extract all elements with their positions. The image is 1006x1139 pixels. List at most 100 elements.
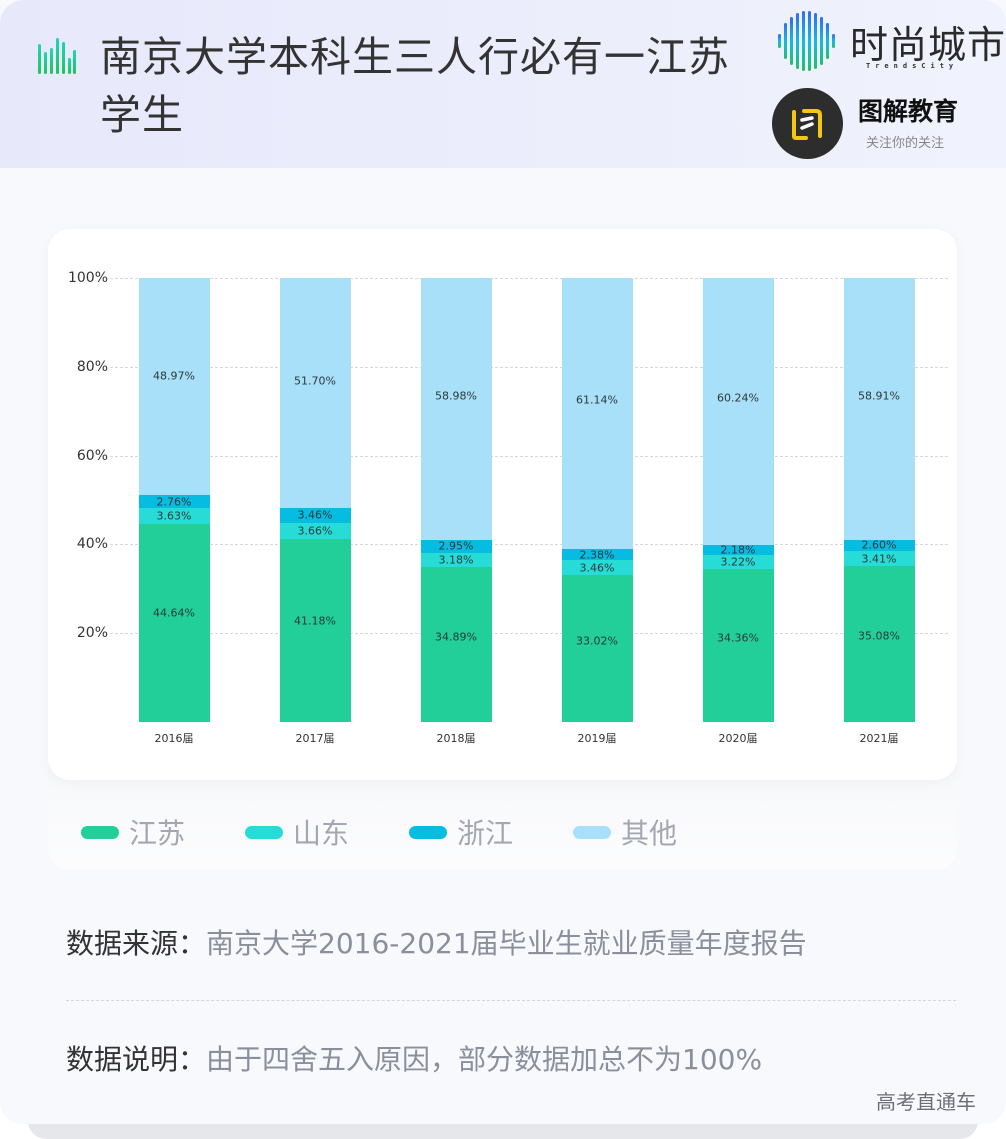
bar-segment-other [843, 278, 915, 540]
bar-value-label: 51.70% [294, 374, 336, 388]
page-title: 南京大学本科生三人行必有一江苏学生 [100, 33, 730, 139]
gridline [110, 366, 948, 368]
gridline [110, 633, 948, 635]
bar-segment-jiangsu [561, 575, 633, 722]
data-note-value: 由于四舍五入原因，部分数据加总不为100% [206, 1043, 763, 1076]
legend-swatch [245, 825, 284, 839]
bar-value-label: 61.14% [576, 393, 618, 407]
legend-swatch [409, 825, 448, 839]
bar-segment-shandong [561, 560, 633, 576]
trendscity-logo-icon [778, 11, 835, 71]
bar-segment-zhejiang [561, 549, 633, 561]
bar-value-label: 3.41% [861, 552, 897, 566]
stacked-bar-chart: 100% 80% 60% 40% 20% 44.64% 3.63% 2.76% 48.97% 20… [67, 270, 948, 745]
bar-segment-shandong [843, 551, 915, 567]
stacked-bar: 35.08% 3.41% 2.60% 58.91% [843, 278, 915, 722]
legend-label: 浙江 [457, 817, 514, 850]
bar-segment-zhejiang [138, 495, 210, 508]
bar-value-label: 58.91% [858, 389, 900, 403]
brand2-subtitle: 关注你的关注 [866, 136, 945, 151]
stacked-bar: 33.02% 3.46% 2.38% 61.14% [561, 278, 633, 722]
bar-value-label: 2.60% [861, 538, 897, 552]
dashed-divider [66, 1000, 956, 1001]
bar-value-label: 3.18% [438, 553, 474, 567]
bar-segment-zhejiang [279, 507, 351, 523]
bar-value-label: 41.18% [294, 614, 336, 628]
stacked-bar: 44.64% 3.63% 2.76% 48.97% [138, 278, 210, 722]
bar-value-label: 48.97% [153, 369, 195, 383]
stacked-bar: 41.18% 3.66% 3.46% 51.70% [279, 278, 351, 722]
x-axis-label: 2019届 [577, 732, 617, 745]
bar-value-label: 2.95% [438, 539, 474, 553]
bar-value-label: 33.02% [576, 634, 618, 648]
data-note-key: 数据说明： [66, 1043, 207, 1076]
x-axis-label: 2016届 [154, 732, 194, 745]
bar-value-label: 2.38% [579, 548, 615, 562]
bar-value-label: 3.66% [297, 524, 333, 538]
brand2-name: 图解教育 [858, 97, 959, 126]
legend-swatch [573, 825, 612, 839]
legend-label: 江苏 [129, 817, 186, 850]
bar-value-label: 60.24% [717, 391, 759, 405]
bar-value-label: 3.63% [156, 509, 192, 523]
bar-segment-other [420, 278, 492, 540]
x-axis-label: 2017届 [295, 732, 335, 745]
bar-segment-shandong [138, 507, 210, 524]
bar-segment-zhejiang [843, 539, 915, 552]
gridline [110, 455, 948, 457]
bar-value-label: 2.18% [720, 543, 756, 557]
bar-value-label: 34.36% [717, 631, 759, 645]
data-source-row: 数据来源：南京大学2016-2021届毕业生就业质量年度报告 [66, 922, 807, 962]
stacked-bar: 34.89% 3.18% 2.95% 58.98% [420, 278, 492, 722]
bar-segment-jiangsu [138, 523, 210, 722]
y-tick-label: 100% [67, 270, 108, 286]
bar-segment-zhejiang [702, 545, 774, 556]
brand1-name: 时尚城市 [850, 23, 1006, 67]
bar-segment-other [138, 278, 210, 496]
legend-item-jiangsu: 江苏 [81, 812, 185, 852]
legend-label: 山东 [293, 817, 350, 850]
data-source-value: 南京大学2016-2021届毕业生就业质量年度报告 [206, 927, 807, 960]
y-tick-label: 20% [76, 625, 108, 642]
chart-legend: 江苏 山东 浙江 其他 [81, 812, 737, 852]
bar-segment-other [279, 278, 351, 508]
bar-value-label: 3.22% [720, 555, 756, 569]
data-note-row: 数据说明：由于四舍五入原因，部分数据加总不为100% [66, 1038, 762, 1078]
bar-segment-jiangsu [279, 539, 351, 722]
bar-segment-shandong [420, 552, 492, 568]
bar-segment-zhejiang [420, 539, 492, 553]
bar-segment-jiangsu [420, 567, 492, 722]
bar-value-label: 3.46% [579, 561, 615, 575]
brand1-subtitle: TrendsCity [866, 62, 959, 70]
bar-value-label: 58.98% [435, 389, 477, 403]
legend-label: 其他 [621, 817, 678, 850]
x-axis-label: 2020届 [718, 732, 758, 745]
x-axis-label: 2018届 [436, 732, 476, 745]
gridline [110, 278, 948, 279]
bar-chart-icon [38, 38, 76, 74]
bar-value-label: 35.08% [858, 629, 900, 643]
header: 南京大学本科生三人行必有一江苏学生 时尚城市 TrendsCity [0, 0, 1006, 168]
bar-segment-shandong [702, 555, 774, 570]
bar-value-label: 3.46% [297, 508, 333, 522]
tujie-logo-icon [772, 88, 843, 159]
bar-segment-jiangsu [843, 566, 915, 722]
legend-item-zhejiang: 浙江 [409, 812, 513, 852]
bar-value-label: 34.89% [435, 630, 477, 644]
y-tick-label: 80% [76, 358, 108, 375]
legend-swatch [81, 825, 119, 839]
footer-credit: 高考直通车 [876, 1090, 976, 1114]
gridline [110, 544, 948, 546]
y-tick-label: 60% [76, 447, 108, 464]
legend-item-shandong: 山东 [245, 812, 349, 852]
legend-item-other: 其他 [573, 812, 677, 852]
y-tick-label: 40% [76, 536, 108, 553]
bar-value-label: 2.76% [156, 495, 192, 509]
bar-segment-other [561, 278, 633, 550]
bar-segment-shandong [279, 522, 351, 540]
bar-value-label: 44.64% [153, 606, 195, 620]
bar-segment-other [702, 278, 774, 546]
stacked-bar: 34.36% 3.22% 2.18% 60.24% [702, 278, 774, 722]
x-axis-label: 2021届 [859, 732, 899, 745]
